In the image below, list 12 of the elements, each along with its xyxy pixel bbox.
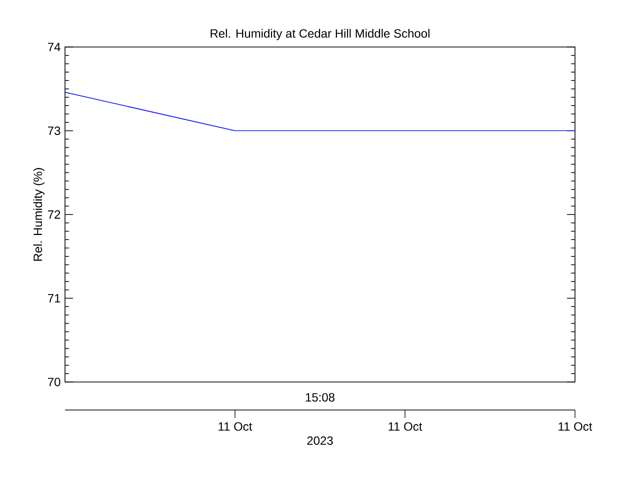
y-tick-label: 70 xyxy=(48,378,60,386)
text: 15:08 xyxy=(306,393,334,402)
x-tick-label: 11 Oct xyxy=(218,422,252,431)
y-tick-label: 73 xyxy=(48,126,60,136)
y-tick-label: 71 xyxy=(48,294,60,302)
y-tick-label: 72 xyxy=(48,210,60,219)
chart-title: Rel. Humidity at Cedar Hill Middle School xyxy=(210,28,430,40)
x-tick-label: 11 Oct xyxy=(558,422,592,431)
y-tick-label: 74 xyxy=(48,42,60,52)
x-axis-title: 2023 xyxy=(307,436,333,445)
x-tick-label: 11 Oct xyxy=(388,422,422,431)
y-axis-title: Rel. Humidity (%) xyxy=(33,168,44,261)
